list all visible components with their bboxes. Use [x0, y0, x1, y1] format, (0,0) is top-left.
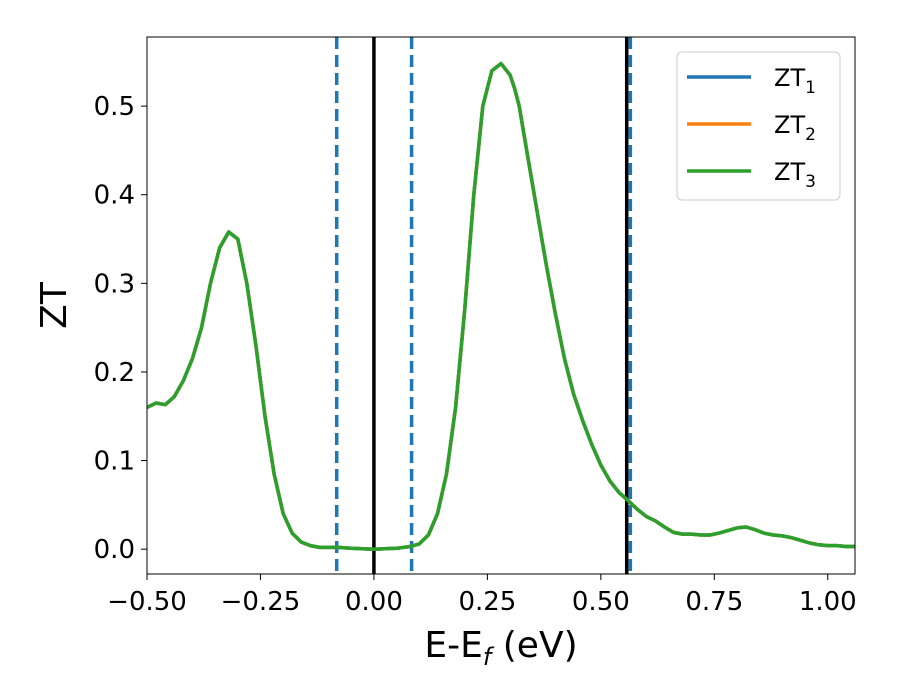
x-tick-label: 0.00: [345, 587, 403, 617]
plot-frame: [146, 36, 856, 575]
y-tick-label: 0.5: [94, 92, 135, 122]
x-tick-label: 0.75: [685, 587, 743, 617]
x-tick-label: −0.50: [107, 587, 187, 617]
y-tick-label: 0.4: [94, 181, 135, 211]
legend-label-3: ZT3: [774, 158, 816, 192]
y-tick-label: 0.2: [94, 358, 135, 388]
legend-label-1: ZT1: [774, 64, 816, 98]
x-tick-label: −0.25: [221, 587, 301, 617]
x-tick-label: 0.25: [458, 587, 516, 617]
series-line-3: [147, 61, 855, 551]
legend-box: [676, 51, 841, 201]
x-axis-label: E-Ef (eV): [424, 625, 577, 671]
y-tick-label: 0.3: [94, 269, 135, 299]
y-tick-label: 0.0: [94, 535, 135, 565]
y-axis-label: ZT: [34, 281, 75, 329]
legend-label-2: ZT2: [774, 111, 816, 145]
x-tick-label: 1.00: [799, 587, 857, 617]
y-tick-label: 0.1: [94, 447, 135, 477]
x-tick-label: 0.50: [572, 587, 630, 617]
legend: ZT1 ZT2 ZT3: [676, 51, 841, 201]
